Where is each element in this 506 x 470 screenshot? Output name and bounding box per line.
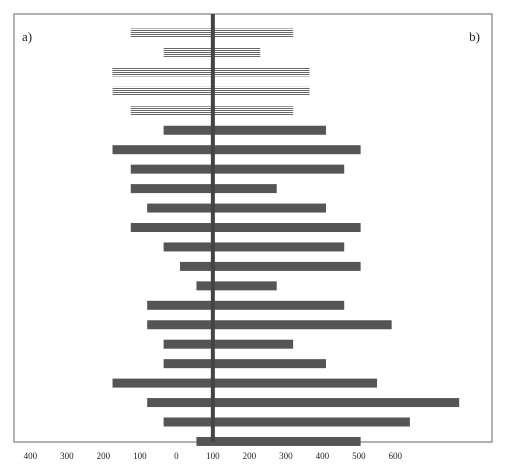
- x-tick-label: 200: [97, 451, 111, 461]
- bar: [112, 145, 361, 155]
- x-tick-label: 200: [243, 451, 257, 461]
- bar: [163, 125, 326, 135]
- x-tick-label: 500: [352, 451, 366, 461]
- bar: [196, 436, 361, 446]
- x-tick-label: 100: [206, 451, 220, 461]
- x-tick-label: 100: [133, 451, 147, 461]
- bar: [147, 203, 326, 213]
- bar: [130, 223, 361, 232]
- x-tick-label: 0: [174, 451, 179, 461]
- bar: [196, 281, 277, 291]
- x-tick-label: 300: [60, 451, 74, 461]
- bar: [130, 184, 277, 194]
- bar: [163, 417, 410, 427]
- bar: [180, 261, 361, 271]
- x-tick-label: 400: [24, 451, 38, 461]
- annotation: a): [22, 29, 32, 44]
- bar: [163, 339, 294, 349]
- bar: [112, 378, 378, 388]
- annotation: b): [469, 29, 480, 44]
- bar: [163, 359, 326, 369]
- x-tick-label: 400: [316, 451, 330, 461]
- x-tick-label: 600: [389, 451, 403, 461]
- bar: [163, 242, 345, 252]
- bar: [147, 300, 345, 310]
- x-tick-label: 300: [279, 451, 293, 461]
- bar: [147, 320, 392, 330]
- bar: [130, 164, 345, 174]
- bar: [147, 398, 460, 408]
